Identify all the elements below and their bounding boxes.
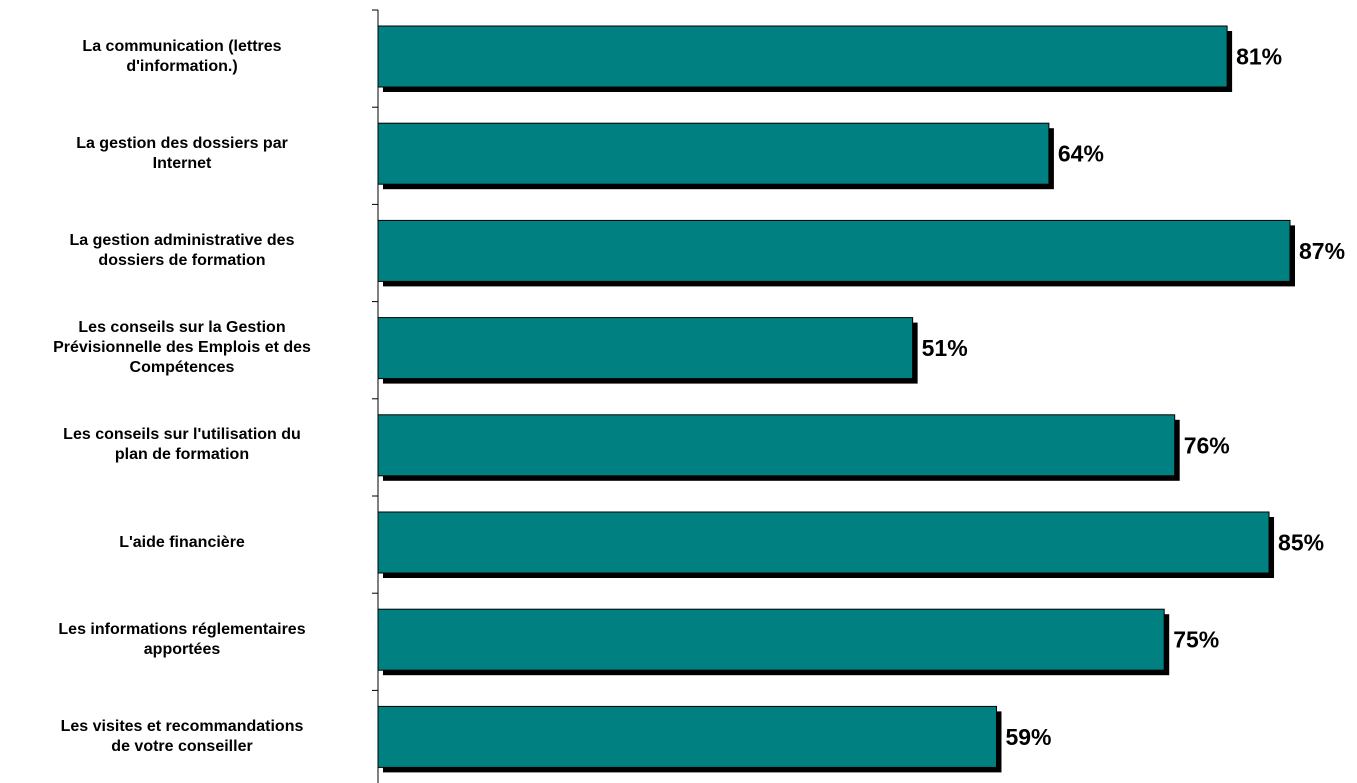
bar	[377, 511, 1270, 574]
data-label: 87%	[1299, 238, 1345, 264]
category-label: La communication (lettres d'information.…	[82, 37, 282, 75]
category-label: Les informations réglementaires apportée…	[58, 620, 306, 658]
bar	[377, 25, 1228, 88]
bar	[377, 219, 1291, 282]
data-label: 59%	[1005, 724, 1051, 750]
category-label: Les conseils sur l'utilisation du plan d…	[63, 426, 301, 464]
category-label: La gestion administrative des dossiers d…	[69, 231, 295, 269]
data-label: 51%	[922, 335, 968, 361]
bar	[377, 705, 997, 768]
category-label: La gestion des dossiers par Internet	[76, 134, 288, 172]
category-label: L'aide financière	[119, 533, 245, 551]
data-label: 75%	[1173, 627, 1219, 653]
category-label: Les conseils sur la Gestion Prévisionnel…	[53, 319, 311, 377]
bar	[377, 317, 914, 380]
bar	[377, 122, 1050, 185]
data-label: 85%	[1278, 530, 1324, 556]
data-label: 76%	[1184, 432, 1230, 458]
data-label: 64%	[1058, 141, 1104, 167]
bar	[377, 414, 1176, 477]
data-label: 81%	[1236, 44, 1282, 70]
bar	[377, 608, 1165, 671]
category-label: Les visites et recommandations de votre …	[60, 717, 304, 755]
